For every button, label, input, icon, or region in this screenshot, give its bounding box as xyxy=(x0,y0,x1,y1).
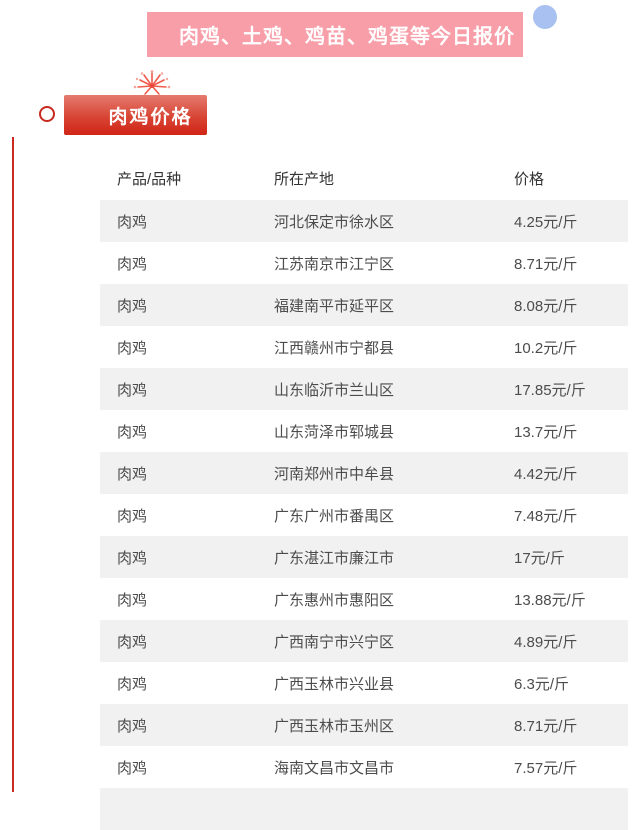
table-row: 肉鸡 江西赣州市宁都县 10.2元/斤 xyxy=(100,326,628,368)
cell-product: 肉鸡 xyxy=(117,423,148,441)
red-ring-icon xyxy=(39,106,55,122)
cell-product: 肉鸡 xyxy=(117,381,148,399)
cell-product: 肉鸡 xyxy=(117,549,148,567)
cell-product: 肉鸡 xyxy=(117,717,148,735)
cell-price: 13.88元/斤 xyxy=(514,591,586,609)
partial-next-row xyxy=(100,788,628,830)
price-table: 产品/品种 所在产地 价格 肉鸡 河北保定市徐水区 4.25元/斤 肉鸡 江苏南京市江宁… xyxy=(100,156,628,830)
cell-price: 10.2元/斤 xyxy=(514,339,578,357)
cell-origin: 广东广州市番禺区 xyxy=(274,507,395,525)
table-row: 肉鸡 广东广州市番禺区 7.48元/斤 xyxy=(100,494,628,536)
header-product: 产品/品种 xyxy=(117,170,182,188)
table-row: 肉鸡 山东菏泽市郓城县 13.7元/斤 xyxy=(100,410,628,452)
cell-price: 8.71元/斤 xyxy=(514,717,578,735)
table-row: 肉鸡 广西玉林市兴业县 6.3元/斤 xyxy=(100,662,628,704)
cell-price: 8.08元/斤 xyxy=(514,297,578,315)
cell-product: 肉鸡 xyxy=(117,759,148,777)
cell-origin: 广西玉林市玉州区 xyxy=(274,717,395,735)
table-row: 肉鸡 河南郑州市中牟县 4.42元/斤 xyxy=(100,452,628,494)
cell-price: 8.71元/斤 xyxy=(514,255,578,273)
cell-origin: 河北保定市徐水区 xyxy=(274,213,395,231)
cell-product: 肉鸡 xyxy=(117,465,148,483)
cell-origin: 江苏南京市江宁区 xyxy=(274,255,395,273)
cell-origin: 广西南宁市兴宁区 xyxy=(274,633,395,651)
cell-product: 肉鸡 xyxy=(117,507,148,525)
table-row: 肉鸡 广东湛江市廉江市 17元/斤 xyxy=(100,536,628,578)
table-row: 肉鸡 广西玉林市玉州区 8.71元/斤 xyxy=(100,704,628,746)
cell-origin: 广东湛江市廉江市 xyxy=(274,549,395,567)
cell-price: 13.7元/斤 xyxy=(514,423,578,441)
banner-title: 肉鸡、土鸡、鸡苗、鸡蛋等今日报价 xyxy=(179,26,515,48)
cell-price: 6.3元/斤 xyxy=(514,675,570,693)
table-row: 肉鸡 海南文昌市文昌市 7.57元/斤 xyxy=(100,746,628,788)
vertical-red-rule xyxy=(12,137,14,792)
cell-product: 肉鸡 xyxy=(117,213,148,231)
cell-origin: 福建南平市延平区 xyxy=(274,297,395,315)
cell-origin: 山东菏泽市郓城县 xyxy=(274,423,395,441)
cell-price: 7.48元/斤 xyxy=(514,507,578,525)
title-banner: 肉鸡、土鸡、鸡苗、鸡蛋等今日报价 xyxy=(147,12,523,57)
cell-price: 4.25元/斤 xyxy=(514,213,578,231)
cell-price: 4.42元/斤 xyxy=(514,465,578,483)
cell-product: 肉鸡 xyxy=(117,591,148,609)
cell-origin: 江西赣州市宁都县 xyxy=(274,339,395,357)
cell-price: 4.89元/斤 xyxy=(514,633,578,651)
table-row: 肉鸡 福建南平市延平区 8.08元/斤 xyxy=(100,284,628,326)
section-badge: 肉鸡价格 xyxy=(64,95,207,135)
blue-dot-icon xyxy=(533,5,557,29)
header-price: 价格 xyxy=(514,170,545,188)
cell-price: 17元/斤 xyxy=(514,549,565,567)
table-row: 肉鸡 江苏南京市江宁区 8.71元/斤 xyxy=(100,242,628,284)
cell-origin: 山东临沂市兰山区 xyxy=(274,381,395,399)
cell-product: 肉鸡 xyxy=(117,255,148,273)
cell-origin: 海南文昌市文昌市 xyxy=(274,759,395,777)
header-origin: 所在产地 xyxy=(274,170,335,188)
price-table-header: 产品/品种 所在产地 价格 xyxy=(100,156,628,200)
section-badge-label: 肉鸡价格 xyxy=(108,106,193,128)
cell-price: 7.57元/斤 xyxy=(514,759,578,777)
cell-origin: 广东惠州市惠阳区 xyxy=(274,591,395,609)
cell-origin: 河南郑州市中牟县 xyxy=(274,465,395,483)
table-row: 肉鸡 广西南宁市兴宁区 4.89元/斤 xyxy=(100,620,628,662)
cell-origin: 广西玉林市兴业县 xyxy=(274,675,395,693)
cell-product: 肉鸡 xyxy=(117,339,148,357)
table-row: 肉鸡 山东临沂市兰山区 17.85元/斤 xyxy=(100,368,628,410)
cell-product: 肉鸡 xyxy=(117,297,148,315)
table-row: 肉鸡 河北保定市徐水区 4.25元/斤 xyxy=(100,200,628,242)
cell-product: 肉鸡 xyxy=(117,675,148,693)
table-row: 肉鸡 广东惠州市惠阳区 13.88元/斤 xyxy=(100,578,628,620)
price-table-body: 肉鸡 河北保定市徐水区 4.25元/斤 肉鸡 江苏南京市江宁区 8.71元/斤 肉鸡 福建南平… xyxy=(100,200,628,788)
cell-product: 肉鸡 xyxy=(117,633,148,651)
cell-price: 17.85元/斤 xyxy=(514,381,586,399)
article-page: { "page": { "banner_title": "肉鸡、土鸡、鸡苗、鸡蛋… xyxy=(12,5,628,830)
